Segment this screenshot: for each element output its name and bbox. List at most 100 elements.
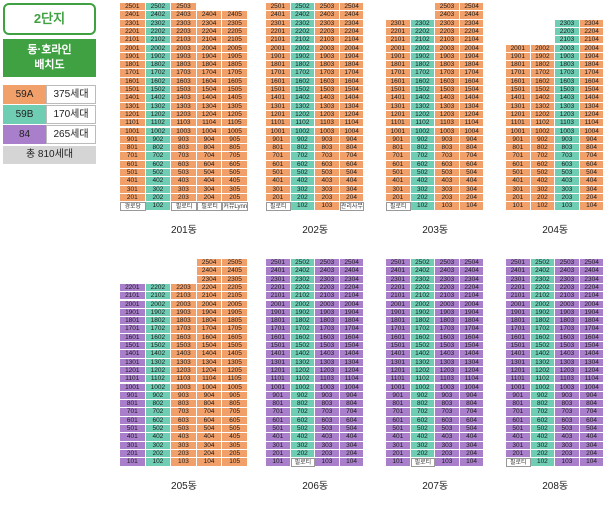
unit-cell[interactable]: 904 (579, 135, 605, 145)
unit-cell[interactable]: 2504 (339, 3, 365, 12)
unit-cell[interactable]: 201 (506, 193, 531, 203)
unit-cell[interactable]: 401 (120, 177, 146, 186)
unit-cell[interactable]: 205 (222, 449, 248, 459)
unit-cell[interactable]: 2401 (506, 267, 531, 276)
unit-cell[interactable]: 1504 (459, 342, 485, 351)
unit-cell[interactable]: 602 (290, 416, 316, 425)
unit-cell[interactable]: 203 (435, 193, 460, 203)
unit-cell[interactable]: 1003 (555, 127, 580, 136)
unit-cell[interactable]: 204 (196, 193, 223, 203)
unit-cell[interactable]: 2102 (410, 36, 436, 45)
unit-cell[interactable]: 405 (222, 177, 248, 186)
unit-cell[interactable]: 1401 (386, 350, 411, 359)
unit-cell[interactable]: 1601 (266, 77, 291, 86)
unit-cell[interactable]: 1401 (506, 94, 531, 103)
unit-cell[interactable]: 2201 (386, 283, 411, 293)
unit-cell[interactable]: 1704 (339, 69, 365, 78)
unit-cell[interactable]: 1704 (459, 69, 485, 78)
unit-cell[interactable]: 1101 (120, 375, 146, 384)
unit-cell[interactable]: 1402 (290, 350, 316, 359)
unit-cell[interactable]: 2503 (555, 259, 580, 268)
unit-cell[interactable]: 1502 (410, 342, 436, 351)
unit-cell[interactable]: 202 (530, 193, 556, 203)
unit-cell[interactable]: 303 (435, 185, 460, 194)
unit-cell[interactable]: 1702 (410, 325, 436, 334)
unit-cell[interactable]: 2004 (459, 300, 485, 309)
unit-cell[interactable]: 1101 (386, 119, 411, 128)
unit-cell[interactable]: 604 (579, 160, 605, 169)
unit-cell[interactable]: 2202 (530, 283, 556, 293)
unit-cell[interactable]: 901 (506, 391, 531, 401)
unit-cell[interactable]: 203 (315, 449, 340, 459)
unit-cell[interactable]: 604 (579, 416, 605, 425)
unit-cell[interactable]: 2004 (196, 300, 223, 309)
unit-cell[interactable]: 2403 (315, 267, 340, 276)
unit-cell[interactable]: 404 (339, 177, 365, 186)
unit-cell[interactable]: 503 (315, 169, 340, 178)
unit-cell[interactable]: 1304 (579, 358, 605, 367)
unit-cell[interactable]: 1802 (145, 317, 172, 326)
unit-cell[interactable]: 901 (386, 391, 411, 401)
unit-cell[interactable]: 1701 (386, 325, 411, 334)
unit-cell[interactable]: 2503 (435, 259, 460, 268)
unit-cell[interactable]: 1101 (266, 119, 291, 128)
unit-cell[interactable]: 303 (171, 185, 197, 194)
unit-cell[interactable]: 902 (530, 391, 556, 401)
unit-cell[interactable]: 2401 (266, 267, 291, 276)
unit-cell[interactable]: 2104 (196, 292, 223, 301)
unit-cell[interactable]: 2304 (196, 275, 223, 284)
unit-cell[interactable]: 1003 (555, 383, 580, 392)
unit-cell[interactable]: 2502 (290, 3, 316, 12)
unit-cell[interactable]: 403 (315, 177, 340, 186)
unit-cell[interactable]: 1204 (579, 366, 605, 376)
unit-cell[interactable]: 1403 (315, 350, 340, 359)
unit-cell[interactable]: 2001 (120, 300, 146, 309)
unit-cell[interactable]: 1201 (386, 366, 411, 376)
unit-cell[interactable]: 1002 (530, 127, 556, 136)
unit-cell[interactable]: 104 (459, 458, 485, 468)
unit-cell[interactable]: 2003 (555, 44, 580, 53)
unit-cell[interactable]: 601 (120, 416, 146, 425)
unit-cell[interactable]: 503 (555, 425, 580, 434)
unit-cell[interactable]: 1303 (555, 358, 580, 367)
unit-cell[interactable]: 301 (386, 441, 411, 450)
unit-cell[interactable]: 1203 (315, 110, 340, 120)
unit-cell[interactable]: 1402 (410, 350, 436, 359)
unit-cell[interactable]: 1705 (222, 325, 248, 334)
unit-cell[interactable]: 2403 (555, 267, 580, 276)
unit-cell[interactable]: 2302 (290, 275, 316, 284)
unit-cell[interactable]: 204 (339, 449, 365, 459)
unit-cell[interactable]: 2202 (145, 27, 172, 37)
unit-cell[interactable]: 402 (530, 433, 556, 442)
unit-cell[interactable]: 2403 (435, 11, 460, 20)
unit-cell[interactable]: 204 (579, 193, 605, 203)
unit-cell[interactable]: 501 (506, 169, 531, 178)
unit-cell[interactable]: 2104 (339, 292, 365, 301)
unit-cell[interactable]: 1504 (339, 342, 365, 351)
unit-cell[interactable]: 601 (386, 160, 411, 169)
unit-cell[interactable]: 504 (196, 425, 223, 434)
unit-cell[interactable]: 2101 (120, 36, 146, 45)
unit-cell[interactable]: 2003 (435, 44, 460, 53)
unit-cell[interactable]: 1802 (410, 317, 436, 326)
unit-cell[interactable]: 2204 (196, 27, 223, 37)
unit-cell[interactable]: 2505 (222, 259, 248, 268)
unit-cell[interactable]: 801 (120, 400, 146, 409)
unit-cell[interactable]: 2404 (459, 11, 485, 20)
unit-cell[interactable]: 1203 (555, 366, 580, 376)
unit-cell[interactable]: 1905 (222, 52, 248, 62)
unit-cell[interactable]: 1703 (435, 325, 460, 334)
unit-cell[interactable]: 2001 (266, 44, 291, 53)
unit-cell[interactable]: 703 (315, 408, 340, 417)
unit-cell[interactable]: 202 (410, 449, 436, 459)
unit-cell[interactable]: 502 (290, 425, 316, 434)
unit-cell[interactable]: 2003 (315, 300, 340, 309)
unit-cell[interactable]: 2202 (145, 283, 172, 293)
unit-cell[interactable]: 2103 (171, 292, 197, 301)
unit-cell[interactable]: 402 (145, 433, 172, 442)
unit-cell[interactable]: 1203 (555, 110, 580, 120)
unit-cell[interactable]: 1801 (386, 317, 411, 326)
unit-cell[interactable]: 1203 (435, 366, 460, 376)
unit-cell[interactable]: 703 (315, 152, 340, 161)
unit-cell[interactable]: 1902 (145, 308, 172, 318)
